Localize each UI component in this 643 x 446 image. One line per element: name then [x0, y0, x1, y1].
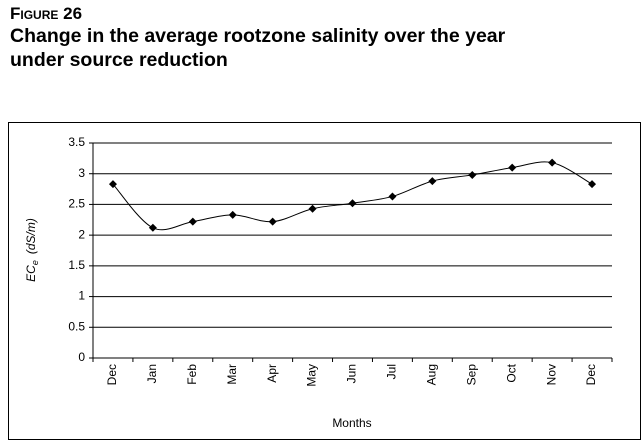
marker: [348, 199, 357, 208]
y-tick-label: 1: [78, 289, 85, 303]
marker: [428, 177, 437, 186]
y-tick-label: 2.5: [68, 197, 85, 211]
x-tick-label: Jul: [385, 364, 399, 379]
x-tick-label: Sep: [464, 364, 478, 386]
marker: [388, 192, 397, 201]
y-tick-label: 3: [78, 166, 85, 180]
x-tick-label: Jun: [345, 364, 359, 383]
y-tick-label: 0.5: [68, 319, 85, 333]
marker: [308, 204, 317, 213]
marker: [268, 217, 277, 226]
x-tick-label: Oct: [504, 363, 518, 382]
marker: [188, 217, 197, 226]
y-label-sub: e: [30, 260, 40, 265]
line: [112, 161, 593, 231]
x-tick-label: Apr: [265, 364, 279, 383]
chart-title: under source reduction: [10, 49, 228, 71]
x-tick-label: Dec: [584, 364, 598, 385]
x-tick-label: Mar: [225, 364, 239, 385]
y-tick-label: 2: [78, 227, 85, 241]
x-tick-label: Dec: [105, 364, 119, 385]
x-tick-label: Nov: [544, 364, 558, 385]
x-tick-label: Feb: [185, 364, 199, 385]
marker: [108, 180, 117, 189]
y-axis-label: ECe (dS/m): [24, 218, 40, 282]
chart-title: Change in the average rootzone salinity …: [10, 25, 506, 47]
marker: [228, 210, 237, 219]
y-label-main: EC: [24, 265, 38, 282]
x-tick-label: Aug: [425, 364, 439, 385]
x-axis-label: Months: [332, 416, 371, 430]
chart-frame: [8, 122, 641, 440]
y-tick-label: 1.5: [68, 258, 85, 272]
x-tick-label: May: [305, 364, 319, 387]
x-tick-label: Jan: [145, 364, 159, 383]
y-tick-label: 0: [78, 350, 85, 364]
marker: [588, 180, 597, 189]
figure-caption: Figure 26: [10, 4, 83, 23]
marker: [548, 158, 557, 167]
marker: [468, 170, 477, 179]
marker: [508, 163, 517, 172]
y-label-unit: (dS/m): [24, 218, 38, 254]
marker: [148, 223, 157, 232]
y-tick-label: 3.5: [68, 135, 85, 149]
